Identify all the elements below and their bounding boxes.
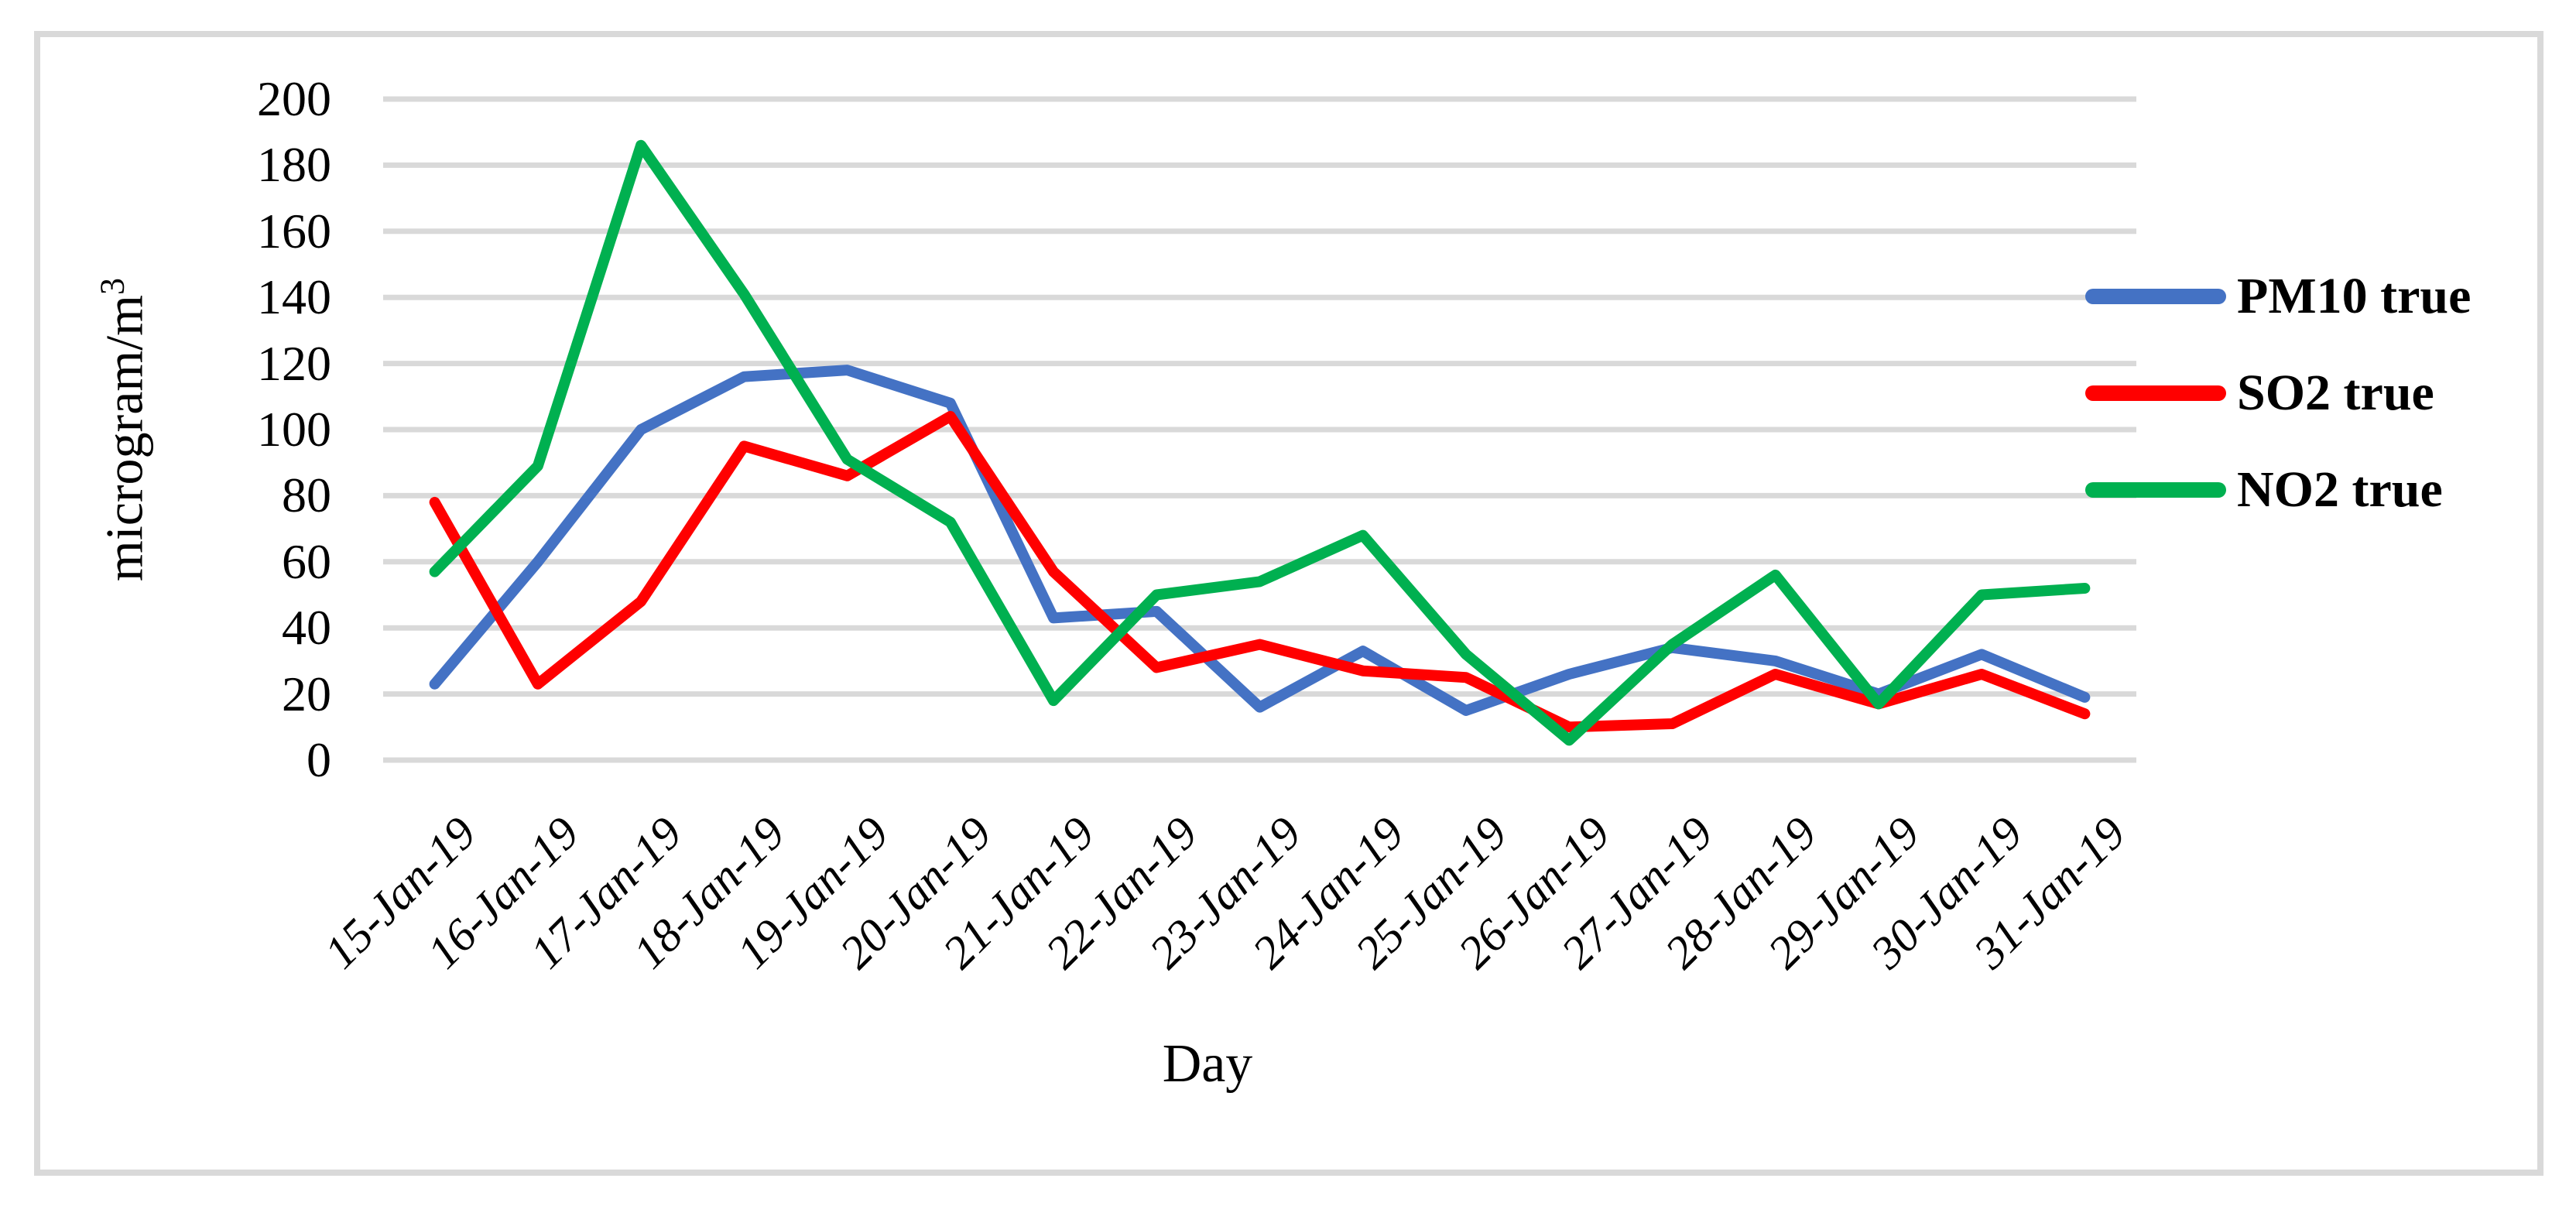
x-axis-title: Day xyxy=(1162,1034,1253,1094)
legend-label: PM10 true xyxy=(2237,268,2472,324)
legend-label: NO2 true xyxy=(2237,461,2443,518)
y-tick-label: 200 xyxy=(257,71,331,126)
y-axis-title-text: microgram/m xyxy=(94,294,154,582)
gridlines xyxy=(383,96,2136,763)
y-tick-label: 140 xyxy=(257,269,331,325)
legend-item-no2-true: NO2 true xyxy=(2085,461,2443,518)
series-line-no2-true xyxy=(429,139,2091,746)
y-tick-label: 60 xyxy=(282,533,331,589)
figure-border xyxy=(34,31,2543,1176)
legend-swatch-icon xyxy=(2085,482,2226,498)
series-lines xyxy=(429,139,2091,746)
y-tick-label: 120 xyxy=(257,335,331,391)
y-tick-label: 20 xyxy=(282,666,331,721)
y-tick-label: 180 xyxy=(257,137,331,193)
legend-swatch-icon xyxy=(2085,289,2226,304)
y-tick-label: 0 xyxy=(307,732,331,787)
legend-label: SO2 true xyxy=(2237,365,2434,421)
legend-item-pm10-true: PM10 true xyxy=(2085,268,2472,324)
y-tick-label: 160 xyxy=(257,203,331,259)
series-line-pm10-true xyxy=(429,365,2091,716)
series-line-so2-true xyxy=(429,410,2091,733)
y-axis-title: microgram/m3 xyxy=(93,278,156,581)
legend-swatch-icon xyxy=(2085,385,2226,401)
y-tick-label: 100 xyxy=(257,402,331,457)
y-tick-label: 40 xyxy=(282,600,331,656)
y-tick-label: 80 xyxy=(282,468,331,523)
y-axis-title-superscript: 3 xyxy=(93,277,132,295)
legend-item-so2-true: SO2 true xyxy=(2085,365,2434,421)
